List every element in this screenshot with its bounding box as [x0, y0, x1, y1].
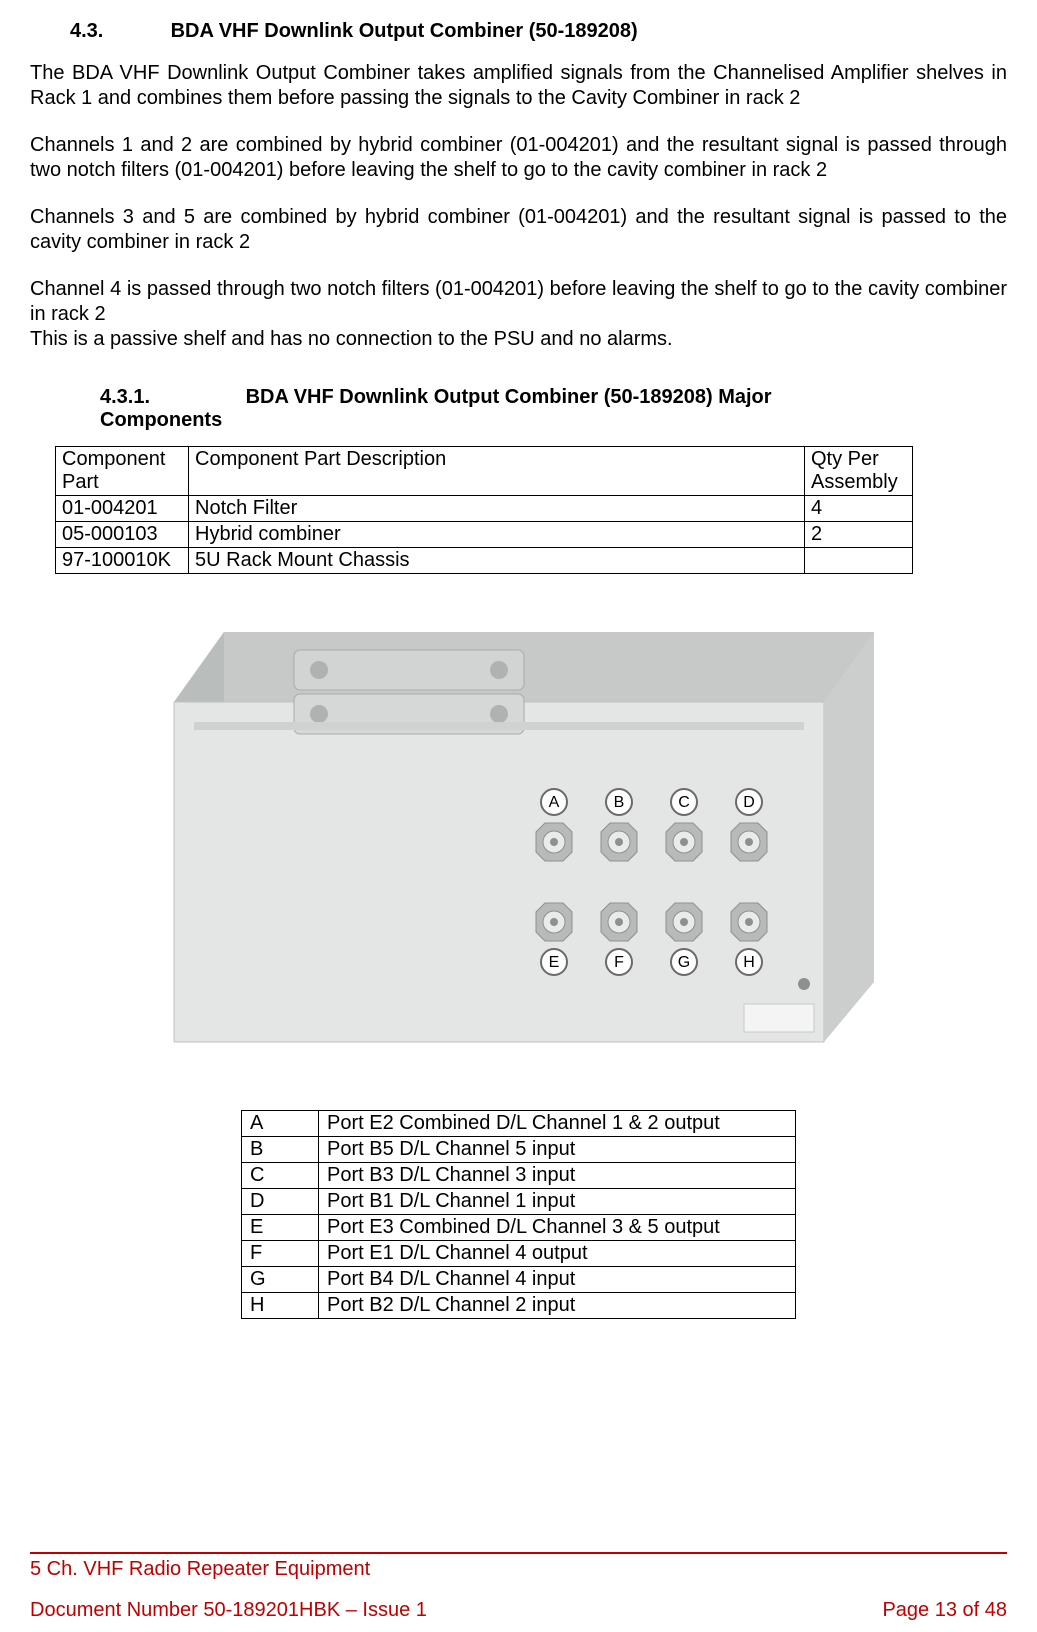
table-cell: Port B3 D/L Channel 3 input: [319, 1163, 796, 1189]
table-cell: Hybrid combiner: [189, 522, 805, 548]
table-cell: 5U Rack Mount Chassis: [189, 548, 805, 574]
section-heading: 4.3. BDA VHF Downlink Output Combiner (5…: [70, 20, 1007, 43]
section-title: BDA VHF Downlink Output Combiner (50-189…: [171, 20, 638, 42]
table-row: HPort B2 D/L Channel 2 input: [242, 1293, 796, 1319]
table-header: Component Part Description: [189, 447, 805, 496]
page-footer: 5 Ch. VHF Radio Repeater Equipment Docum…: [30, 1552, 1007, 1622]
table-row: 05-000103 Hybrid combiner 2: [56, 522, 913, 548]
table-row: GPort B4 D/L Channel 4 input: [242, 1267, 796, 1293]
section-number: 4.3.: [70, 20, 165, 43]
paragraph: Channels 1 and 2 are combined by hybrid …: [30, 133, 1007, 183]
paragraph: This is a passive shelf and has no conne…: [30, 327, 1007, 352]
table-cell: 05-000103: [56, 522, 189, 548]
table-cell: A: [242, 1111, 319, 1137]
table-cell: C: [242, 1163, 319, 1189]
table-row: Component Part Component Part Descriptio…: [56, 447, 913, 496]
table-cell: D: [242, 1189, 319, 1215]
table-cell: G: [242, 1267, 319, 1293]
svg-text:A: A: [548, 794, 559, 811]
table-cell: Port E1 D/L Channel 4 output: [319, 1241, 796, 1267]
svg-text:E: E: [548, 954, 559, 971]
table-cell: Port B5 D/L Channel 5 input: [319, 1137, 796, 1163]
footer-title: 5 Ch. VHF Radio Repeater Equipment: [30, 1558, 1007, 1581]
table-row: CPort B3 D/L Channel 3 input: [242, 1163, 796, 1189]
table-row: APort E2 Combined D/L Channel 1 & 2 outp…: [242, 1111, 796, 1137]
table-row: 01-004201 Notch Filter 4: [56, 496, 913, 522]
table-cell: 01-004201: [56, 496, 189, 522]
table-cell: 4: [805, 496, 913, 522]
subsection-title-line2: Components: [100, 409, 222, 431]
subsection-heading: 4.3.1. BDA VHF Downlink Output Combiner …: [100, 386, 900, 432]
table-cell: Notch Filter: [189, 496, 805, 522]
table-row: EPort E3 Combined D/L Channel 3 & 5 outp…: [242, 1215, 796, 1241]
paragraph: The BDA VHF Downlink Output Combiner tak…: [30, 61, 1007, 111]
table-cell: 97-100010K: [56, 548, 189, 574]
table-header: Component Part: [56, 447, 189, 496]
svg-text:B: B: [613, 794, 624, 811]
table-cell: Port B4 D/L Channel 4 input: [319, 1267, 796, 1293]
paragraph: Channel 4 is passed through two notch fi…: [30, 277, 1007, 327]
subsection-title-line1: BDA VHF Downlink Output Combiner (50-189…: [246, 386, 772, 408]
table-cell: B: [242, 1137, 319, 1163]
svg-text:C: C: [678, 794, 690, 811]
paragraph: Channels 3 and 5 are combined by hybrid …: [30, 205, 1007, 255]
table-cell: Port B2 D/L Channel 2 input: [319, 1293, 796, 1319]
components-table: Component Part Component Part Descriptio…: [55, 446, 913, 574]
table-row: BPort B5 D/L Channel 5 input: [242, 1137, 796, 1163]
subsection-number: 4.3.1.: [100, 386, 240, 409]
table-cell: H: [242, 1293, 319, 1319]
table-cell: [805, 548, 913, 574]
table-row: FPort E1 D/L Channel 4 output: [242, 1241, 796, 1267]
table-cell: Port E3 Combined D/L Channel 3 & 5 outpu…: [319, 1215, 796, 1241]
footer-docnum: Document Number 50-189201HBK – Issue 1: [30, 1599, 427, 1622]
table-row: DPort B1 D/L Channel 1 input: [242, 1189, 796, 1215]
ports-table: APort E2 Combined D/L Channel 1 & 2 outp…: [241, 1110, 796, 1319]
svg-text:F: F: [614, 954, 624, 971]
table-cell: F: [242, 1241, 319, 1267]
svg-text:D: D: [743, 794, 755, 811]
table-header: Qty Per Assembly: [805, 447, 913, 496]
table-cell: 2: [805, 522, 913, 548]
table-cell: Port B1 D/L Channel 1 input: [319, 1189, 796, 1215]
footer-pagenum: Page 13 of 48: [882, 1599, 1007, 1622]
svg-text:G: G: [677, 954, 689, 971]
svg-text:H: H: [743, 954, 755, 971]
table-row: 97-100010K 5U Rack Mount Chassis: [56, 548, 913, 574]
equipment-photo: A E B F C G D H: [104, 612, 934, 1082]
table-cell: E: [242, 1215, 319, 1241]
table-cell: Port E2 Combined D/L Channel 1 & 2 outpu…: [319, 1111, 796, 1137]
